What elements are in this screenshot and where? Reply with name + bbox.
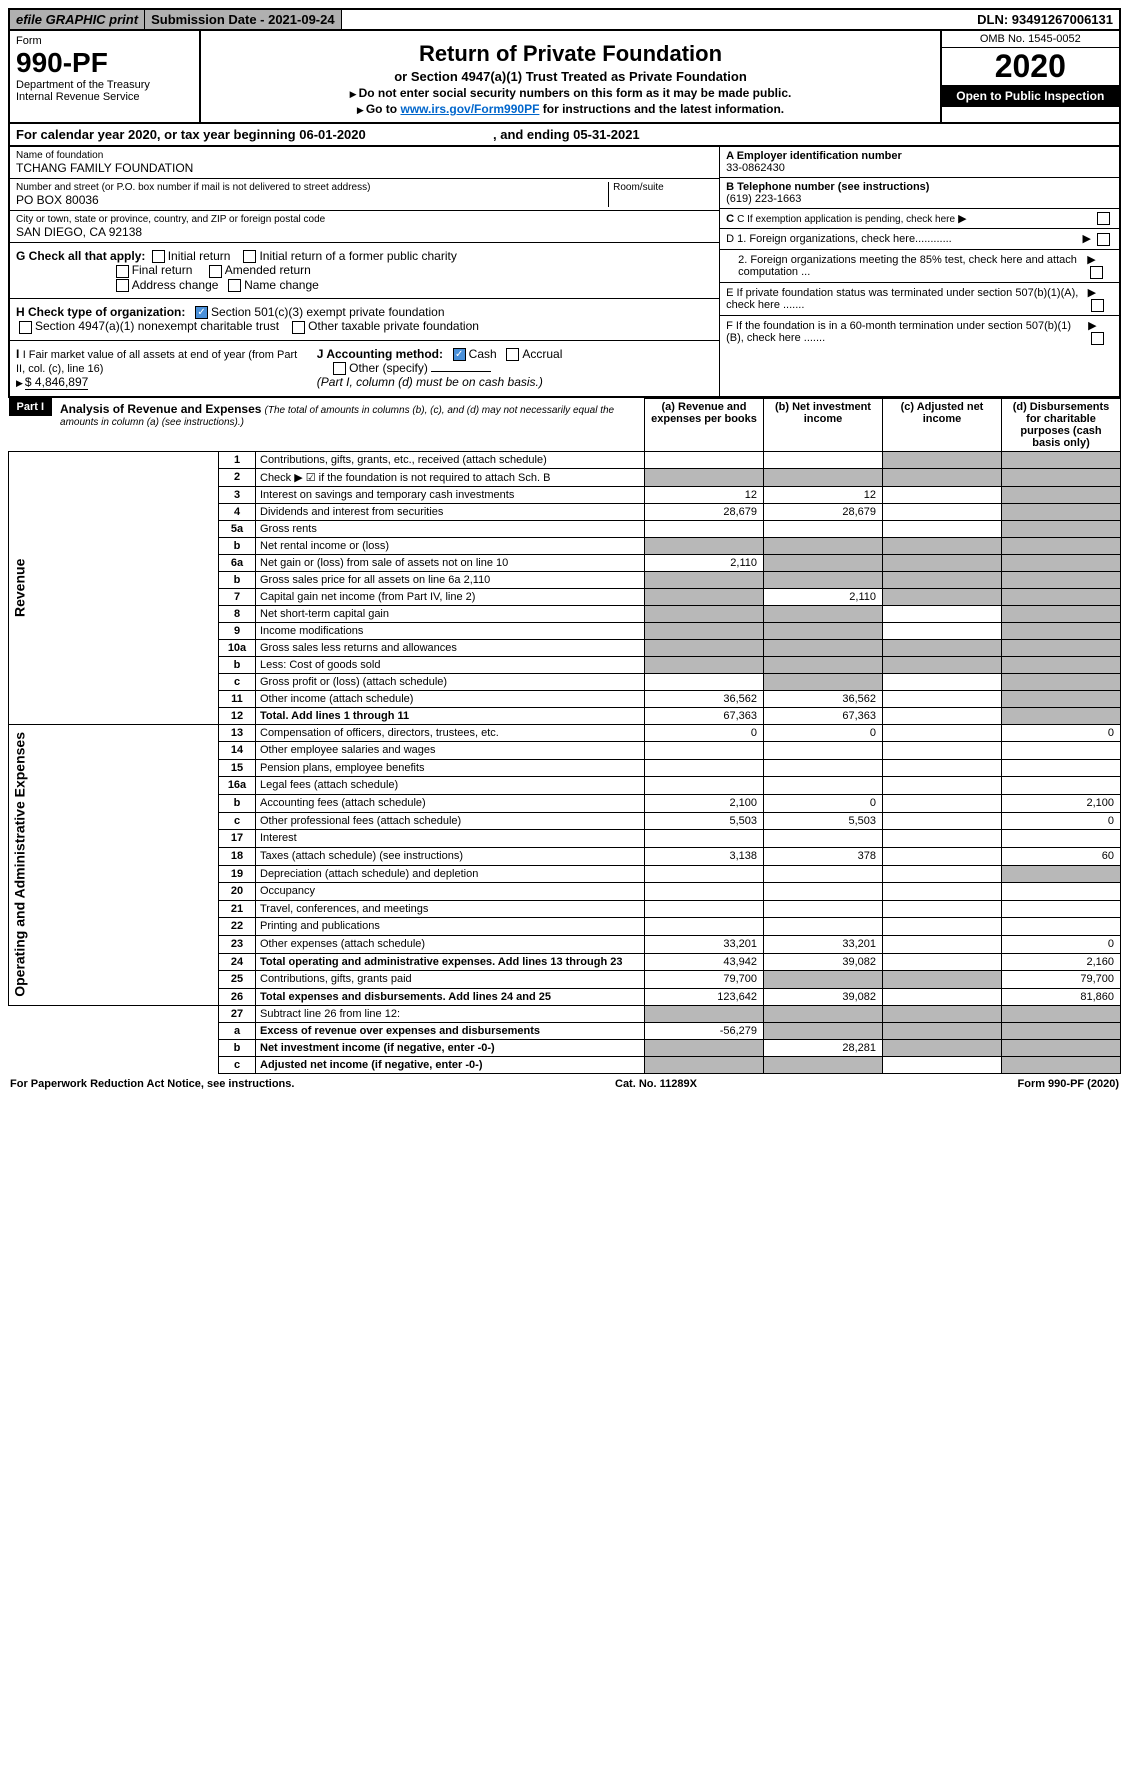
top-bar: efile GRAPHIC print Submission Date - 20… (8, 8, 1121, 31)
foundation-name: TCHANG FAMILY FOUNDATION (16, 161, 713, 175)
section-d1: D 1. Foreign organizations, check here..… (720, 229, 1119, 250)
irs-label: Internal Revenue Service (16, 91, 193, 103)
tax-year: 2020 (942, 48, 1119, 85)
page-footer: For Paperwork Reduction Act Notice, see … (8, 1074, 1121, 1094)
city-row: City or town, state or province, country… (10, 211, 719, 243)
name-change-checkbox[interactable] (228, 279, 241, 292)
former-charity-checkbox[interactable] (243, 250, 256, 263)
address-row: Number and street (or P.O. box number if… (10, 179, 719, 211)
graphic-print-label: efile GRAPHIC print (10, 10, 145, 29)
cash-checkbox[interactable] (453, 348, 466, 361)
dept-treasury: Department of the Treasury (16, 79, 193, 91)
exemption-pending-checkbox[interactable] (1097, 212, 1110, 225)
col-a-header: (a) Revenue and expenses per books (645, 398, 764, 451)
60month-checkbox[interactable] (1091, 332, 1104, 345)
accrual-checkbox[interactable] (506, 348, 519, 361)
section-ij: I I Fair market value of all assets at e… (10, 341, 719, 396)
info-grid: Name of foundation TCHANG FAMILY FOUNDAT… (8, 147, 1121, 398)
85pct-test-checkbox[interactable] (1090, 266, 1103, 279)
submission-date: Submission Date - 2021-09-24 (145, 10, 342, 29)
section-c: C C If exemption application is pending,… (720, 209, 1119, 229)
cash-basis-note: (Part I, column (d) must be on cash basi… (317, 375, 543, 389)
expenses-label: Operating and Administrative Expenses (9, 724, 219, 1006)
ein-row: A Employer identification number 33-0862… (720, 147, 1119, 178)
paperwork-notice: For Paperwork Reduction Act Notice, see … (10, 1078, 294, 1090)
cat-no: Cat. No. 11289X (615, 1078, 697, 1090)
other-taxable-checkbox[interactable] (292, 321, 305, 334)
501c3-checkbox[interactable] (195, 306, 208, 319)
revenue-label: Revenue (9, 451, 219, 724)
form-right: OMB No. 1545-0052 2020 Open to Public In… (940, 31, 1119, 122)
phone-value: (619) 223-1663 (726, 193, 801, 205)
goto-note: Go to www.irs.gov/Form990PF for instruct… (205, 102, 935, 116)
amended-return-checkbox[interactable] (209, 265, 222, 278)
ein-value: 33-0862430 (726, 162, 785, 174)
part1-table: Part I Analysis of Revenue and Expenses … (8, 398, 1121, 1075)
omb-number: OMB No. 1545-0052 (942, 31, 1119, 48)
open-inspection: Open to Public Inspection (942, 85, 1119, 107)
4947a1-checkbox[interactable] (19, 321, 32, 334)
part1-title: Analysis of Revenue and Expenses (The to… (52, 398, 644, 432)
status-terminated-checkbox[interactable] (1091, 299, 1104, 312)
ssn-note: Do not enter social security numbers on … (205, 86, 935, 100)
room-suite-label: Room/suite (613, 182, 713, 193)
other-method-checkbox[interactable] (333, 362, 346, 375)
address-change-checkbox[interactable] (116, 279, 129, 292)
section-e: E If private foundation status was termi… (720, 283, 1119, 316)
section-h: H Check type of organization: Section 50… (10, 299, 719, 341)
foreign-org-checkbox[interactable] (1097, 233, 1110, 246)
fmv-value: $ 4,846,897 (25, 375, 88, 390)
col-b-header: (b) Net investment income (764, 398, 883, 451)
form990pf-link[interactable]: www.irs.gov/Form990PF (400, 102, 539, 116)
initial-return-checkbox[interactable] (152, 250, 165, 263)
final-return-checkbox[interactable] (116, 265, 129, 278)
form-subtitle: or Section 4947(a)(1) Trust Treated as P… (205, 69, 935, 84)
phone-row: B Telephone number (see instructions) (6… (720, 178, 1119, 209)
line-27: 27Subtract line 26 from line 12: (9, 1006, 1121, 1023)
form-left: Form 990-PF Department of the Treasury I… (10, 31, 201, 122)
calendar-year-row: For calendar year 2020, or tax year begi… (8, 124, 1121, 147)
info-left: Name of foundation TCHANG FAMILY FOUNDAT… (10, 147, 720, 396)
info-right: A Employer identification number 33-0862… (720, 147, 1119, 396)
section-d2: 2. Foreign organizations meeting the 85%… (720, 250, 1119, 283)
form-center: Return of Private Foundation or Section … (201, 31, 939, 122)
col-d-header: (d) Disbursements for charitable purpose… (1002, 398, 1121, 451)
street-address: PO BOX 80036 (16, 193, 608, 207)
form-word: Form (16, 35, 193, 47)
revenue-row-1: Revenue1Contributions, gifts, grants, et… (9, 451, 1121, 468)
part1-label: Part I (9, 398, 53, 416)
city-state-zip: SAN DIEGO, CA 92138 (16, 225, 713, 239)
form-title: Return of Private Foundation (205, 41, 935, 67)
section-g: G Check all that apply: Initial return I… (10, 243, 719, 299)
col-c-header: (c) Adjusted net income (883, 398, 1002, 451)
dln: DLN: 93491267006131 (342, 10, 1119, 29)
section-f: F If the foundation is in a 60-month ter… (720, 316, 1119, 348)
form-ref: Form 990-PF (2020) (1018, 1078, 1119, 1090)
form-number: 990-PF (16, 47, 193, 79)
form-header: Form 990-PF Department of the Treasury I… (8, 31, 1121, 124)
foundation-name-row: Name of foundation TCHANG FAMILY FOUNDAT… (10, 147, 719, 179)
expense-row-13: Operating and Administrative Expenses13C… (9, 724, 1121, 742)
